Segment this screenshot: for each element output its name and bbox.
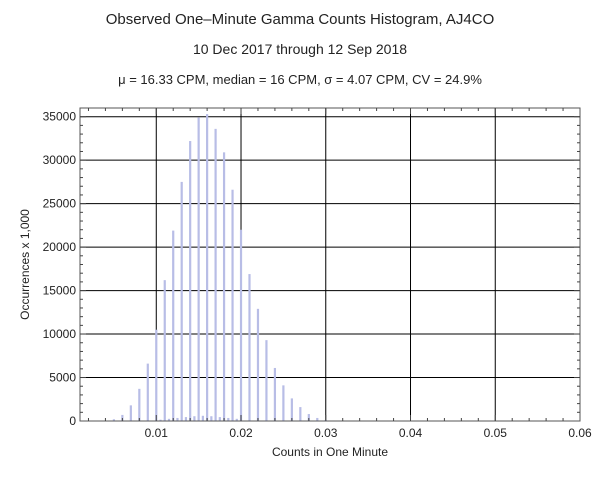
histogram-bar: [290, 398, 293, 421]
histogram-bar: [218, 417, 221, 421]
x-tick-label: 0.03: [314, 426, 338, 440]
histogram-bar: [138, 388, 141, 421]
histogram-bar: [201, 415, 204, 421]
histogram-bar: [112, 419, 115, 421]
chart-subtitle: 10 Dec 2017 through 12 Sep 2018: [192, 41, 408, 57]
y-tick-label: 20000: [43, 240, 77, 254]
histogram-bar: [214, 128, 217, 421]
histogram-bar: [265, 340, 268, 421]
histogram-bar: [155, 329, 158, 421]
y-tick-label: 5000: [49, 371, 76, 385]
x-tick-label: 0.01: [145, 426, 169, 440]
histogram-bar: [189, 141, 192, 422]
x-tick-label: 0.06: [568, 426, 592, 440]
histogram-bar: [121, 414, 124, 421]
x-tick-label: 0.05: [484, 426, 508, 440]
histogram-bar: [184, 417, 188, 421]
histogram-bar: [299, 407, 302, 421]
x-axis-label: Counts in One Minute: [272, 445, 388, 459]
histogram-bar: [180, 181, 183, 421]
histogram-bar: [129, 405, 132, 421]
histogram-bar: [206, 114, 209, 421]
histogram-bar: [210, 416, 213, 421]
x-tick-label: 0.02: [229, 426, 253, 440]
y-tick-label: 30000: [43, 153, 77, 167]
x-tick-label: 0.04: [399, 426, 423, 440]
histogram-bar: [172, 230, 175, 421]
y-tick-label: 15000: [43, 284, 77, 298]
y-axis-label: Occurrences x 1,000: [18, 209, 32, 320]
histogram-bar: [167, 418, 171, 421]
histogram-bar: [256, 308, 260, 421]
y-tick-label: 10000: [43, 327, 77, 341]
bars: [112, 114, 327, 422]
y-tick-label: 0: [69, 414, 76, 428]
histogram-bar: [146, 363, 149, 421]
chart-stats-line: μ = 16.33 CPM, median = 16 CPM, σ = 4.07…: [118, 72, 482, 87]
histogram-bar: [316, 417, 319, 421]
histogram-bar: [248, 274, 251, 421]
histogram-bar: [163, 280, 166, 421]
axis-ticks: 0.01 0.02 0.03 0.04 0.05 0.06 0 5000 10000 15000 2…: [43, 108, 592, 440]
plot-frame: [79, 107, 581, 422]
histogram-bar: [227, 417, 230, 421]
y-tick-label: 25000: [43, 197, 77, 211]
histogram-bar: [231, 189, 234, 421]
histogram-bar: [282, 385, 285, 421]
histogram-bar: [222, 152, 226, 421]
histogram-bar: [197, 117, 200, 421]
histogram-bar: [193, 416, 196, 421]
histogram-bar: [307, 414, 310, 421]
histogram-bar: [176, 417, 179, 421]
histogram-bar: [235, 418, 238, 421]
histogram-bar: [159, 419, 162, 421]
histogram-bar: [273, 367, 277, 421]
grid-lines: [80, 108, 581, 421]
histogram-bar: [239, 229, 243, 421]
chart-title: Observed One–Minute Gamma Counts Histogr…: [105, 11, 495, 28]
y-tick-label: 35000: [43, 110, 77, 124]
